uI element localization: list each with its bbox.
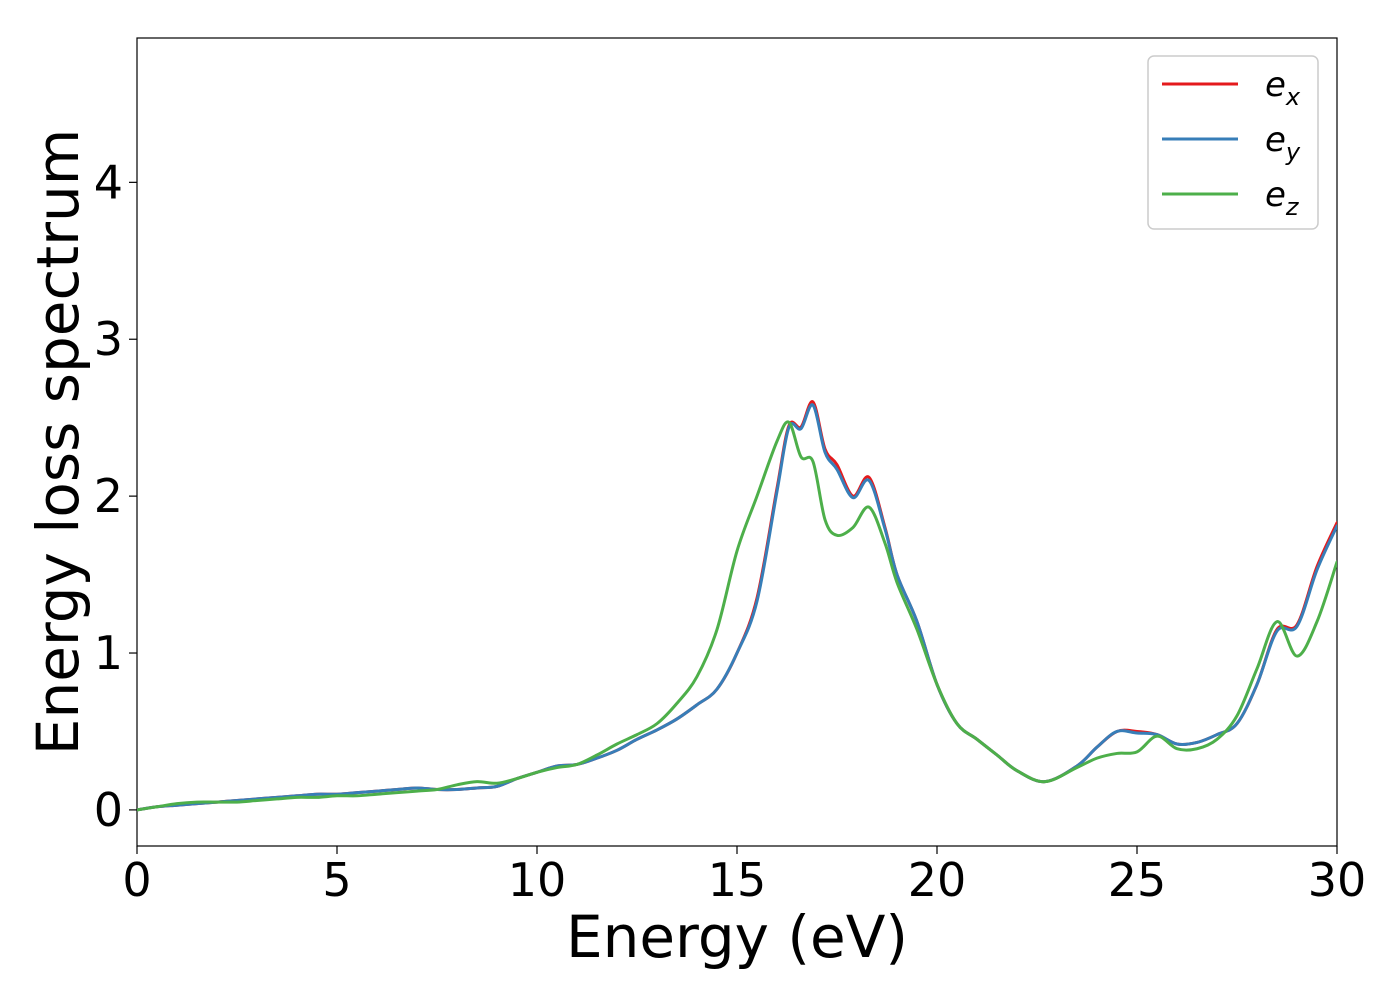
x-tick-label: 10 [508, 853, 567, 907]
legend-label-ex: ex [1265, 65, 1301, 111]
x-tick-label: 20 [908, 853, 967, 907]
x-tick-label: 25 [1108, 853, 1167, 907]
plot-area [136, 37, 1338, 847]
series-line-ey [137, 403, 1337, 812]
x-axis: 0 5 10 15 20 25 30 [122, 846, 1366, 907]
legend-label-ey: ey [1265, 120, 1301, 166]
legend-label-ez: ez [1265, 175, 1300, 221]
x-tick-label: 0 [122, 853, 151, 907]
y-axis: 0 1 2 3 4 [94, 155, 137, 837]
plot-frame [136, 37, 1338, 847]
y-tick-label: 3 [94, 312, 123, 366]
y-tick-label: 0 [94, 783, 123, 837]
series-line-ez [137, 420, 1337, 812]
legend-frame [1147, 55, 1319, 230]
x-axis-title: Energy (eV) [566, 903, 908, 971]
y-tick-label: 2 [94, 469, 123, 523]
y-tick-label: 4 [94, 155, 123, 209]
x-tick-label: 5 [322, 853, 351, 907]
x-tick-label: 15 [708, 853, 767, 907]
legend: ex ey ez [1147, 55, 1319, 230]
y-axis-title: Energy loss spectrum [24, 129, 92, 755]
x-tick-label: 30 [1308, 853, 1367, 907]
series-layer [137, 400, 1337, 812]
y-tick-label: 1 [94, 626, 123, 680]
